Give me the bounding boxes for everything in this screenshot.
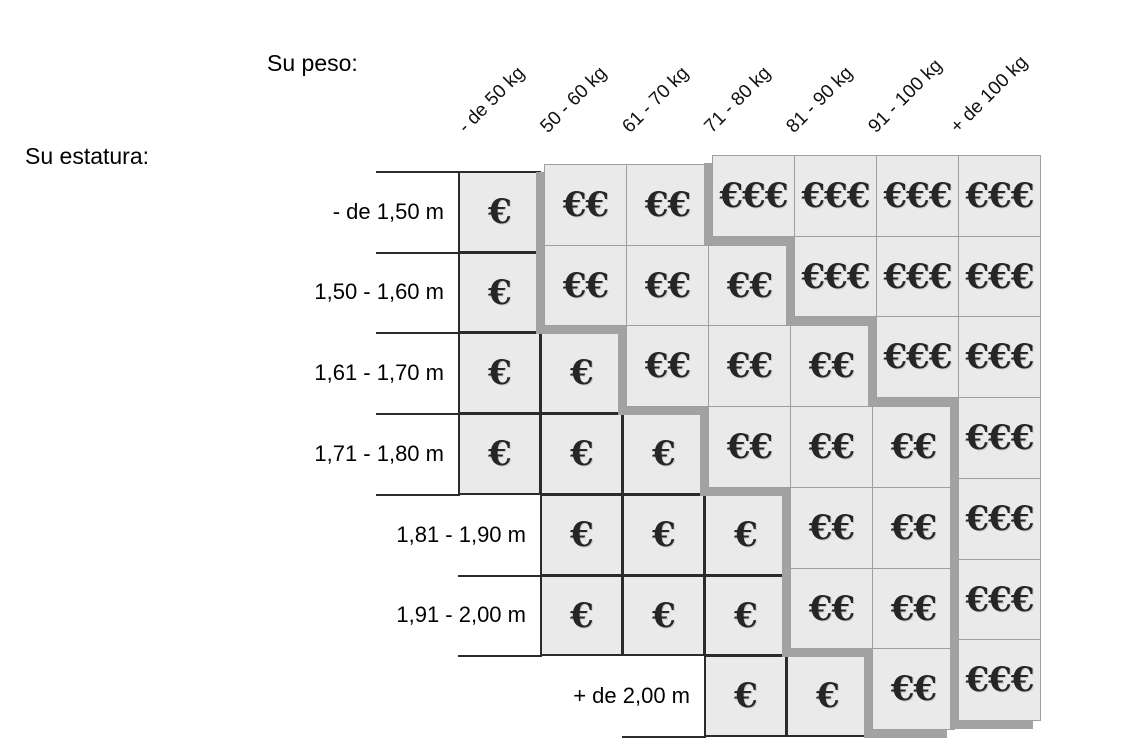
price-cell: €	[704, 655, 787, 737]
price-cell: €	[622, 413, 705, 495]
row-separator	[376, 413, 460, 415]
price-cell: €€	[790, 406, 873, 488]
row-separator	[458, 655, 542, 657]
price-cell: €	[540, 494, 623, 576]
column-header: + de 100 kg	[946, 51, 1032, 138]
price-cell: €€	[544, 245, 627, 326]
price-cell: €€	[790, 487, 873, 569]
price-cell: €	[540, 413, 623, 495]
price-cell: €€	[708, 325, 791, 407]
price-cell: €€€	[958, 478, 1041, 560]
row-label: 1,71 - 1,80 m	[314, 441, 444, 466]
price-cell: €	[622, 494, 705, 576]
column-header: 71 - 80 kg	[700, 62, 776, 138]
price-cell: €€	[708, 245, 791, 326]
price-cell: €€	[544, 164, 627, 246]
row-label: - de 1,50 m	[332, 199, 444, 224]
row-separator	[622, 736, 706, 738]
price-cell: €€€	[876, 155, 959, 237]
price-cell: €	[704, 575, 787, 656]
price-cell: €	[458, 171, 541, 253]
row-label: 1,91 - 2,00 m	[396, 602, 526, 627]
height-axis-title: Su estatura:	[25, 143, 150, 169]
price-cell: €€€	[958, 639, 1041, 721]
price-cell: €€€	[794, 155, 877, 237]
price-cell: €€	[872, 406, 955, 488]
price-cell: €	[540, 575, 623, 656]
row-separator	[376, 494, 460, 496]
price-cell: €€€	[958, 316, 1041, 398]
price-cell: €	[458, 332, 541, 414]
price-cell: €	[458, 413, 541, 495]
price-cell: €€€	[958, 559, 1041, 640]
price-cell: €€	[872, 568, 955, 649]
row-separator	[376, 252, 460, 254]
weight-axis-title: Su peso:	[267, 50, 358, 76]
price-cell: €€	[872, 648, 955, 730]
price-cell: €€	[626, 325, 709, 407]
row-separator	[376, 332, 460, 334]
row-label: 1,81 - 1,90 m	[396, 522, 526, 547]
column-header: 50 - 60 kg	[536, 62, 612, 138]
price-cell: €	[786, 655, 869, 737]
price-cell: €€€	[876, 236, 959, 317]
price-cell: €€	[626, 245, 709, 326]
column-header: 91 - 100 kg	[864, 55, 947, 138]
price-cell: €	[540, 332, 623, 414]
price-cell: €	[458, 252, 541, 333]
price-cell: €€€	[712, 155, 795, 237]
price-cell: €€€	[958, 155, 1041, 237]
row-separator	[376, 171, 460, 173]
price-cell: €€	[872, 487, 955, 569]
price-cell: €€€	[958, 236, 1041, 317]
price-cell: €€€	[958, 397, 1041, 479]
column-header: 61 - 70 kg	[618, 62, 694, 138]
row-label: 1,50 - 1,60 m	[314, 279, 444, 304]
price-cell: €€	[708, 406, 791, 488]
row-label: + de 2,00 m	[573, 683, 690, 708]
price-cell: €€€	[794, 236, 877, 317]
price-cell: €	[622, 575, 705, 656]
price-cell: €€	[790, 325, 873, 407]
price-cell: €€	[790, 568, 873, 649]
price-cell: €€	[626, 164, 709, 246]
price-cell: €€€	[876, 316, 959, 398]
price-cell: €	[704, 494, 787, 576]
row-label: 1,61 - 1,70 m	[314, 360, 444, 385]
column-header: 81 - 90 kg	[782, 62, 858, 138]
column-header: - de 50 kg	[454, 62, 530, 138]
row-separator	[458, 575, 542, 577]
